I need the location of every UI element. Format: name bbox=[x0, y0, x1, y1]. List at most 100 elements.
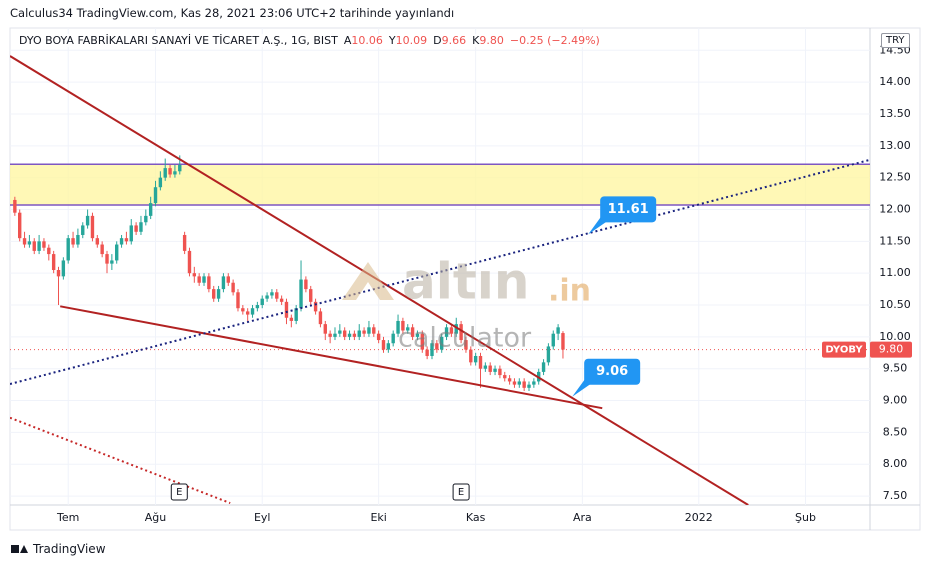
x-tick-label: Ağu bbox=[145, 511, 166, 524]
candle-body bbox=[236, 292, 240, 309]
candle-body bbox=[187, 250, 192, 274]
callout-box bbox=[600, 196, 657, 223]
y-tick-label: 12.50 bbox=[879, 171, 911, 184]
candle-body bbox=[318, 311, 323, 325]
candle-body bbox=[323, 324, 327, 334]
y-tick-label: 10.00 bbox=[879, 330, 911, 343]
candle-body bbox=[265, 295, 269, 299]
candle-body bbox=[110, 260, 114, 264]
candle-body bbox=[333, 333, 337, 337]
logo-part bbox=[20, 545, 28, 553]
watermark-suffix: .in bbox=[548, 274, 591, 309]
candle-body bbox=[47, 247, 51, 255]
x-tick-label: Tem bbox=[56, 511, 79, 524]
candle-body bbox=[420, 333, 424, 350]
candle-body bbox=[289, 317, 294, 321]
candle-body bbox=[144, 215, 148, 223]
legend-change: −0.25 (−2.49%) bbox=[509, 34, 600, 47]
candle-body bbox=[100, 244, 104, 255]
legend-key: D bbox=[433, 34, 442, 47]
candle-body bbox=[488, 365, 492, 372]
candle-body bbox=[27, 241, 32, 245]
candle-body bbox=[449, 327, 454, 334]
symbol-tag-label: DYOBY bbox=[825, 345, 863, 356]
candle-body bbox=[212, 289, 216, 299]
candle-body bbox=[342, 330, 347, 337]
candle-body bbox=[478, 355, 483, 369]
candle-body bbox=[381, 340, 386, 350]
candle-body bbox=[51, 254, 56, 271]
candle-body bbox=[551, 333, 555, 347]
watermark-sub: calculator bbox=[398, 323, 532, 354]
candle-body bbox=[207, 276, 211, 290]
candle-body bbox=[37, 241, 41, 251]
callout-label: 9.06 bbox=[596, 364, 628, 379]
candle-body bbox=[459, 324, 463, 341]
candle-body bbox=[435, 343, 439, 350]
price-tag bbox=[870, 341, 912, 358]
candle-body bbox=[221, 276, 226, 290]
candle-body bbox=[56, 270, 61, 277]
candle-body bbox=[32, 241, 36, 251]
candle-body bbox=[90, 215, 95, 239]
logo-part bbox=[11, 545, 19, 553]
candle-body bbox=[61, 260, 66, 277]
candle-body bbox=[299, 279, 303, 309]
candle-body bbox=[444, 327, 449, 337]
candle-body bbox=[250, 308, 255, 315]
symbol-tag bbox=[822, 341, 866, 358]
tv-logo bbox=[11, 545, 28, 553]
candle-body bbox=[347, 333, 352, 337]
candle-body bbox=[410, 327, 415, 337]
candle-body bbox=[22, 238, 27, 245]
y-tick-label: 7.50 bbox=[883, 489, 908, 502]
candle-body bbox=[454, 324, 458, 334]
candle-body bbox=[182, 234, 187, 251]
candle-body bbox=[81, 225, 85, 235]
candle-body bbox=[13, 199, 17, 213]
candle-body bbox=[425, 349, 429, 356]
candle-body bbox=[158, 177, 163, 188]
candle-body bbox=[216, 289, 221, 299]
y-tick-label: 14.00 bbox=[879, 75, 911, 88]
legend-key: K bbox=[472, 34, 480, 47]
candle-body bbox=[129, 225, 133, 242]
symbol-legend: DYO BOYA FABRİKALARI SANAYİ VE TİCARET A… bbox=[19, 34, 600, 47]
footer: TradingView bbox=[33, 542, 106, 556]
watermark: altın .in calculator bbox=[342, 253, 591, 354]
candle-body bbox=[406, 327, 410, 331]
candle-body bbox=[386, 343, 391, 350]
candle-body bbox=[231, 282, 235, 293]
candle-body bbox=[71, 238, 75, 245]
candle-body bbox=[367, 327, 371, 334]
candle-body bbox=[139, 222, 143, 232]
candle-body bbox=[168, 168, 172, 175]
y-tick-label: 9.50 bbox=[883, 362, 908, 375]
candle-body bbox=[483, 365, 488, 369]
callout-label: 11.61 bbox=[608, 202, 649, 217]
trend-line bbox=[60, 305, 603, 410]
y-tick-label: 13.50 bbox=[879, 107, 911, 120]
candle-body bbox=[275, 292, 279, 299]
watermark-logo bbox=[342, 262, 394, 300]
candle-body bbox=[464, 340, 468, 350]
candle-body bbox=[328, 333, 332, 337]
candle-body bbox=[66, 238, 70, 261]
candle-body bbox=[202, 276, 206, 283]
candle-body bbox=[284, 301, 289, 318]
legend-value: 10.06 bbox=[351, 34, 383, 47]
candle-body bbox=[415, 333, 420, 337]
x-tick-label: Eyl bbox=[254, 511, 271, 524]
candle-body bbox=[396, 320, 400, 334]
zone bbox=[10, 164, 870, 206]
candle-body bbox=[546, 346, 551, 363]
candle-body bbox=[241, 308, 245, 312]
event-label: E bbox=[176, 487, 182, 498]
candle-body bbox=[362, 330, 366, 334]
y-tick-label: 11.00 bbox=[879, 266, 911, 279]
axes: 7.50 8.00 8.50 9.00 9.50 10.00 10.50 11.00 11.50… bbox=[56, 43, 912, 524]
candle-body bbox=[507, 378, 512, 382]
legend-value: 9.80 bbox=[479, 34, 504, 47]
